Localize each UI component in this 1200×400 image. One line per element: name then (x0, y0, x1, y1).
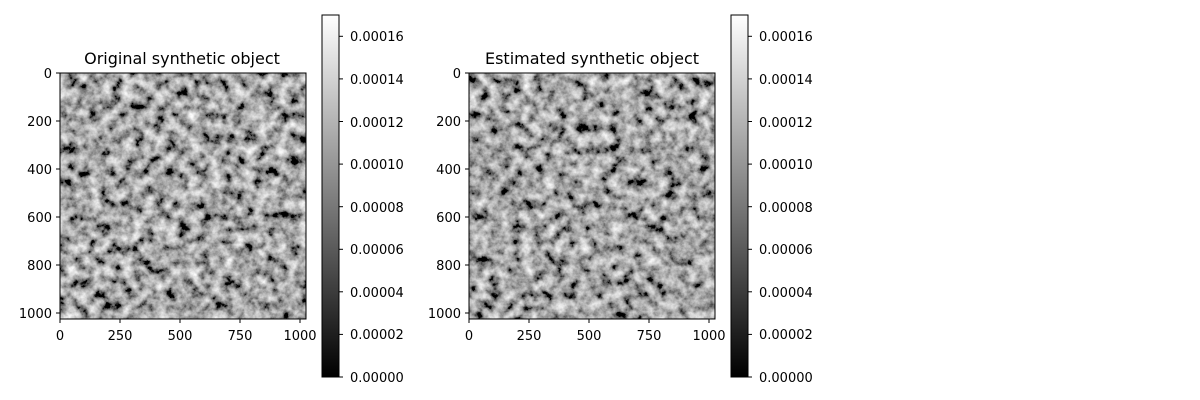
y-tick-label: 0 (453, 67, 461, 82)
colorbar-tick-label: 0.00002 (350, 328, 404, 343)
x-tick-label: 1000 (283, 329, 316, 344)
x-tick-label: 1000 (692, 329, 725, 344)
x-tick-label: 0 (56, 329, 64, 344)
colorbar-tick-label: 0.00016 (350, 30, 404, 45)
colorbar-original: 0.00000 0.00002 0.00004 0.00006 0.00008 … (321, 14, 404, 386)
x-axis-estimated: 0 250 500 750 1000 (465, 319, 726, 344)
y-tick-label: 200 (436, 115, 461, 130)
panel-original: Original synthetic object 0 250 500 750 … (19, 14, 404, 386)
axes-frame-original (59, 72, 307, 320)
image-estimated (469, 73, 715, 319)
colorbar-tick-label: 0.00014 (759, 73, 813, 88)
x-tick-label: 250 (517, 329, 542, 344)
panel-title-estimated: Estimated synthetic object (485, 49, 699, 68)
y-tick-label: 800 (27, 259, 52, 274)
x-axis-original: 0 250 500 750 1000 (56, 319, 317, 344)
colorbar-tick-label: 0.00006 (350, 243, 404, 258)
x-tick-label: 750 (228, 329, 253, 344)
image-original (60, 73, 306, 319)
colorbar-tick-label: 0.00014 (350, 73, 404, 88)
colorbar-tick-label: 0.00010 (759, 158, 813, 173)
y-tick-label: 600 (27, 211, 52, 226)
colorbar-tick-label: 0.00008 (759, 201, 813, 216)
y-tick-label: 1000 (428, 307, 461, 322)
colorbar-tick-label: 0.00012 (350, 116, 404, 131)
colorbar-tick-label: 0.00000 (350, 371, 404, 386)
colorbar-tick-label: 0.00016 (759, 30, 813, 45)
colorbar-tick-label: 0.00000 (759, 371, 813, 386)
y-axis-original: 0 200 400 600 800 1000 (19, 67, 60, 322)
y-tick-label: 800 (436, 259, 461, 274)
colorbar-tick-label: 0.00012 (759, 116, 813, 131)
y-tick-label: 600 (436, 211, 461, 226)
colorbar-tick-label: 0.00002 (759, 328, 813, 343)
y-tick-label: 400 (27, 163, 52, 178)
colorbar-tick-label: 0.00008 (350, 201, 404, 216)
x-tick-label: 500 (168, 329, 193, 344)
colorbar-estimated: 0.00000 0.00002 0.00004 0.00006 0.00008 … (730, 14, 813, 386)
panel-estimated: Estimated synthetic object 0 250 500 750… (428, 14, 813, 386)
panel-title-original: Original synthetic object (84, 49, 280, 68)
x-tick-label: 250 (108, 329, 133, 344)
y-tick-label: 0 (44, 67, 52, 82)
colorbar-gradient (321, 14, 340, 378)
colorbar-tick-label: 0.00004 (759, 286, 813, 301)
colorbar-tick-label: 0.00006 (759, 243, 813, 258)
colorbar-tick-label: 0.00010 (350, 158, 404, 173)
x-tick-label: 500 (577, 329, 602, 344)
x-tick-label: 750 (637, 329, 662, 344)
colorbar-tick-label: 0.00004 (350, 286, 404, 301)
x-tick-label: 0 (465, 329, 473, 344)
y-tick-label: 1000 (19, 307, 52, 322)
y-tick-label: 400 (436, 163, 461, 178)
y-axis-estimated: 0 200 400 600 800 1000 (428, 67, 469, 322)
colorbar-gradient (730, 14, 749, 378)
axes-frame-estimated (468, 72, 716, 320)
y-tick-label: 200 (27, 115, 52, 130)
